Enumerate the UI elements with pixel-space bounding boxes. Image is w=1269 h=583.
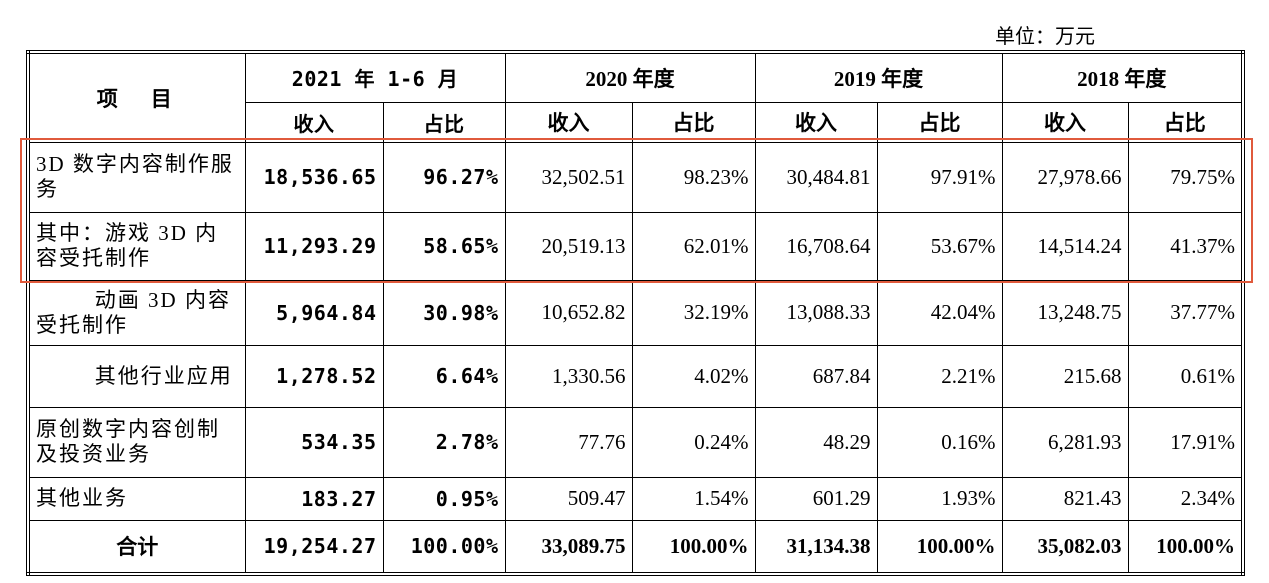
cell-value: 5,964.84 xyxy=(244,279,384,346)
cell-value: 0.24% xyxy=(631,406,756,478)
row-label: 3D 数字内容制作服务 xyxy=(27,141,246,213)
cell-value: 0.61% xyxy=(1127,344,1244,408)
subheader: 占比 xyxy=(1127,101,1244,143)
cell-value: 53.67% xyxy=(876,211,1003,281)
cell-value: 35,082.03 xyxy=(1001,519,1129,575)
row-label: 其他业务 xyxy=(27,476,246,521)
cell-value: 97.91% xyxy=(876,141,1003,213)
cell-value: 215.68 xyxy=(1001,344,1129,408)
cell-value: 41.37% xyxy=(1127,211,1244,281)
cell-value: 4.02% xyxy=(631,344,756,408)
cell-value: 77.76 xyxy=(504,406,633,478)
cell-value: 16,708.64 xyxy=(754,211,878,281)
cell-value: 6.64% xyxy=(382,344,506,408)
row-label: 其中：游戏 3D 内容受托制作 xyxy=(27,211,246,281)
cell-value: 27,978.66 xyxy=(1001,141,1129,213)
cell-value: 33,089.75 xyxy=(504,519,633,575)
cell-value: 98.23% xyxy=(631,141,756,213)
cell-value: 2.34% xyxy=(1127,476,1244,521)
data-row: 原创数字内容创制及投资业务 534.35 2.78% 77.76 0.24% 48.29 0… xyxy=(27,406,1244,478)
cell-value: 1,278.52 xyxy=(244,344,384,408)
total-row: 合计 19,254.27 100.00% 33,089.75 100.00% 31,134… xyxy=(27,519,1244,575)
cell-value: 32,502.51 xyxy=(504,141,633,213)
cell-value: 100.00% xyxy=(382,519,506,575)
cell-value: 13,248.75 xyxy=(1001,279,1129,346)
cell-value: 79.75% xyxy=(1127,141,1244,213)
subheader: 收入 xyxy=(754,101,878,143)
revenue-table: 项 目 2021 年 1-6 月 2020 年度 2019 年度 2018 年度 收入 占比… xyxy=(26,50,1245,576)
subheader: 占比 xyxy=(876,101,1003,143)
cell-value: 100.00% xyxy=(631,519,756,575)
cell-value: 11,293.29 xyxy=(244,211,384,281)
cell-value: 62.01% xyxy=(631,211,756,281)
table-body: 项 目 2021 年 1-6 月 2020 年度 2019 年度 2018 年度 收入 占比… xyxy=(27,51,1244,575)
cell-value: 37.77% xyxy=(1127,279,1244,346)
cell-value: 42.04% xyxy=(876,279,1003,346)
cell-value: 96.27% xyxy=(382,141,506,213)
data-row: 其中：游戏 3D 内容受托制作 11,293.29 58.65% 20,519.13 6… xyxy=(27,211,1244,281)
row-label: 其他行业应用 xyxy=(27,344,246,408)
subheader: 收入 xyxy=(244,101,384,143)
cell-value: 2.78% xyxy=(382,406,506,478)
cell-value: 0.95% xyxy=(382,476,506,521)
row-label: 合计 xyxy=(27,519,246,575)
cell-value: 13,088.33 xyxy=(754,279,878,346)
cell-value: 17.91% xyxy=(1127,406,1244,478)
cell-value: 1.54% xyxy=(631,476,756,521)
cell-value: 6,281.93 xyxy=(1001,406,1129,478)
cell-value: 2.21% xyxy=(876,344,1003,408)
cell-value: 32.19% xyxy=(631,279,756,346)
subheader: 占比 xyxy=(382,101,506,143)
period-header: 2019 年度 xyxy=(754,51,1003,103)
cell-value: 48.29 xyxy=(754,406,878,478)
cell-value: 0.16% xyxy=(876,406,1003,478)
data-row: 其他业务 183.27 0.95% 509.47 1.54% 601.29 1.93% 821… xyxy=(27,476,1244,521)
cell-value: 100.00% xyxy=(1127,519,1244,575)
subheader: 收入 xyxy=(1001,101,1129,143)
data-row: 其他行业应用 1,278.52 6.64% 1,330.56 4.02% 687.84 2.… xyxy=(27,344,1244,408)
item-header: 项 目 xyxy=(27,51,246,143)
header-row: 项 目 2021 年 1-6 月 2020 年度 2019 年度 2018 年度 xyxy=(27,51,1244,143)
period-header: 2018 年度 xyxy=(1001,51,1244,103)
row-label: 原创数字内容创制及投资业务 xyxy=(27,406,246,478)
cell-value: 687.84 xyxy=(754,344,878,408)
cell-value: 1,330.56 xyxy=(504,344,633,408)
cell-value: 31,134.38 xyxy=(754,519,878,575)
cell-value: 30.98% xyxy=(382,279,506,346)
data-row: 3D 数字内容制作服务 18,536.65 96.27% 32,502.51 98.23… xyxy=(27,141,1244,213)
period-header: 2021 年 1-6 月 xyxy=(244,51,506,103)
cell-value: 19,254.27 xyxy=(244,519,384,575)
period-header: 2020 年度 xyxy=(504,51,756,103)
cell-value: 30,484.81 xyxy=(754,141,878,213)
cell-value: 58.65% xyxy=(382,211,506,281)
cell-value: 534.35 xyxy=(244,406,384,478)
cell-value: 601.29 xyxy=(754,476,878,521)
cell-value: 20,519.13 xyxy=(504,211,633,281)
cell-value: 1.93% xyxy=(876,476,1003,521)
row-label: 动画 3D 内容受托制作 xyxy=(27,279,246,346)
unit-label: 单位：万元 xyxy=(995,26,1095,48)
cell-value: 14,514.24 xyxy=(1001,211,1129,281)
cell-value: 509.47 xyxy=(504,476,633,521)
cell-value: 821.43 xyxy=(1001,476,1129,521)
cell-value: 183.27 xyxy=(244,476,384,521)
subheader: 收入 xyxy=(504,101,633,143)
subheader: 占比 xyxy=(631,101,756,143)
cell-value: 100.00% xyxy=(876,519,1003,575)
data-row: 动画 3D 内容受托制作 5,964.84 30.98% 10,652.82 32.19… xyxy=(27,279,1244,346)
cell-value: 18,536.65 xyxy=(244,141,384,213)
cell-value: 10,652.82 xyxy=(504,279,633,346)
